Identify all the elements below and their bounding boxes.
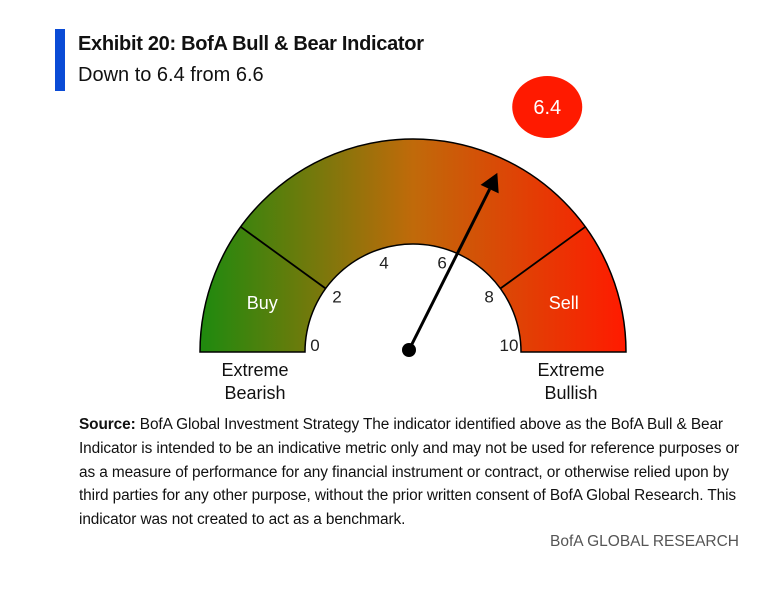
chart-subtitle: Down to 6.4 from 6.6 (78, 64, 264, 86)
zone-label-buy: Buy (247, 293, 278, 313)
source-label: Source: (79, 416, 136, 433)
tick-label: 8 (484, 288, 493, 307)
tick-label: 4 (379, 254, 388, 273)
value-badge (512, 75, 583, 138)
needle-pivot (402, 343, 416, 357)
needle-arrowhead (480, 172, 499, 194)
gauge-arc-band (199, 138, 627, 353)
tick-label: 6 (437, 254, 446, 273)
source-text: BofA Global Investment Strategy The indi… (79, 416, 739, 529)
zone-divider-2 (499, 226, 586, 290)
branding-label: BofA GLOBAL RESEARCH (550, 533, 739, 550)
source-note: Source: BofA Global Investment Strategy … (79, 413, 744, 532)
tick-label: 0 (310, 336, 319, 355)
end-label-left: Bearish (224, 383, 285, 403)
end-label-right: Extreme (537, 360, 604, 380)
zone-label-sell: Sell (549, 293, 579, 313)
end-label-right: Bullish (544, 383, 597, 403)
chart-title: Exhibit 20: BofA Bull & Bear Indicator (78, 33, 424, 55)
tick-label: 10 (500, 336, 519, 355)
zone-divider-1 (240, 226, 327, 290)
gauge-chart: Buy Sell 0 2 4 6 8 10 Extreme Bearish Extreme Bulli… (199, 75, 627, 403)
gauge-layer: Buy Sell 0 2 4 6 8 10 Extreme Bearish Extreme Bulli… (199, 75, 627, 403)
value-badge-label: 6.4 (533, 97, 561, 119)
title-accent-bar (55, 29, 65, 91)
needle-shaft (407, 188, 491, 351)
tick-label: 2 (332, 288, 341, 307)
end-label-left: Extreme (221, 360, 288, 380)
